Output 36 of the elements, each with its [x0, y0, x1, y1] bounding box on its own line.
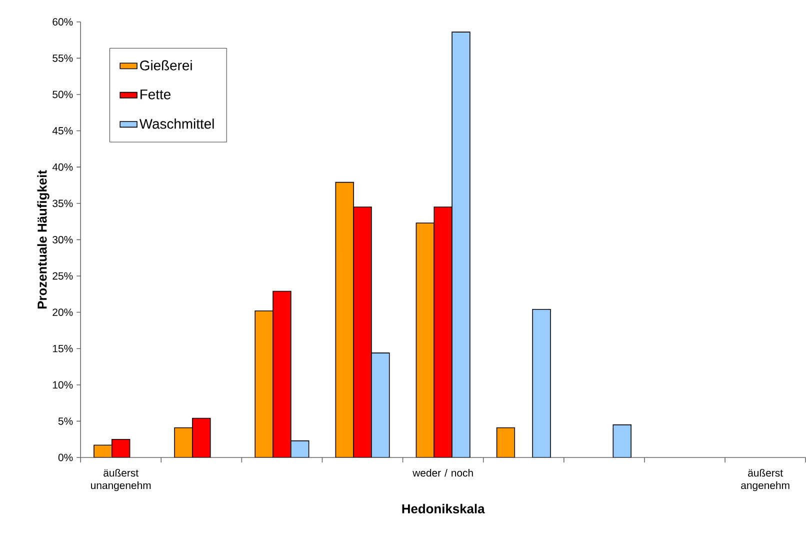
x-tick-label: äußerst unangenehm [91, 468, 151, 492]
bar [192, 418, 211, 458]
y-tick-label: 50% [52, 90, 73, 98]
x-tick-label: weder / noch [412, 468, 473, 477]
x-axis-title: Hedonikskala [402, 504, 485, 514]
bar [416, 222, 435, 458]
bar [452, 32, 470, 458]
x-tick-label: äußerst angenehm [741, 468, 790, 492]
bar [496, 427, 516, 458]
bar [174, 427, 193, 458]
bar [272, 290, 292, 458]
legend-label: Fette [140, 90, 171, 100]
bar [612, 424, 632, 458]
bar [434, 206, 452, 458]
y-tick-label: 0% [58, 454, 73, 462]
y-tick-label: 30% [52, 236, 73, 244]
y-tick-label: 60% [52, 18, 73, 26]
y-tick-label: 35% [52, 200, 73, 208]
y-tick-label: 40% [52, 163, 73, 171]
bar [532, 308, 551, 458]
legend-label: Gießerei [140, 60, 192, 70]
y-tick-label: 5% [58, 417, 73, 425]
y-tick-label: 15% [52, 344, 73, 352]
bar [335, 182, 354, 458]
legend-label: Waschmittel [139, 118, 214, 129]
y-tick-label: 25% [52, 272, 73, 280]
bar [371, 352, 390, 458]
bar [290, 440, 310, 458]
bar [353, 206, 372, 458]
y-tick-label: 20% [52, 308, 73, 316]
y-tick-label: 45% [52, 127, 73, 134]
y-axis-title: Prozentuale Häufigkeit [37, 170, 50, 308]
y-tick-label: 55% [52, 54, 73, 62]
y-tick-label: 10% [52, 381, 73, 389]
bar [111, 438, 130, 458]
bar [254, 310, 274, 458]
